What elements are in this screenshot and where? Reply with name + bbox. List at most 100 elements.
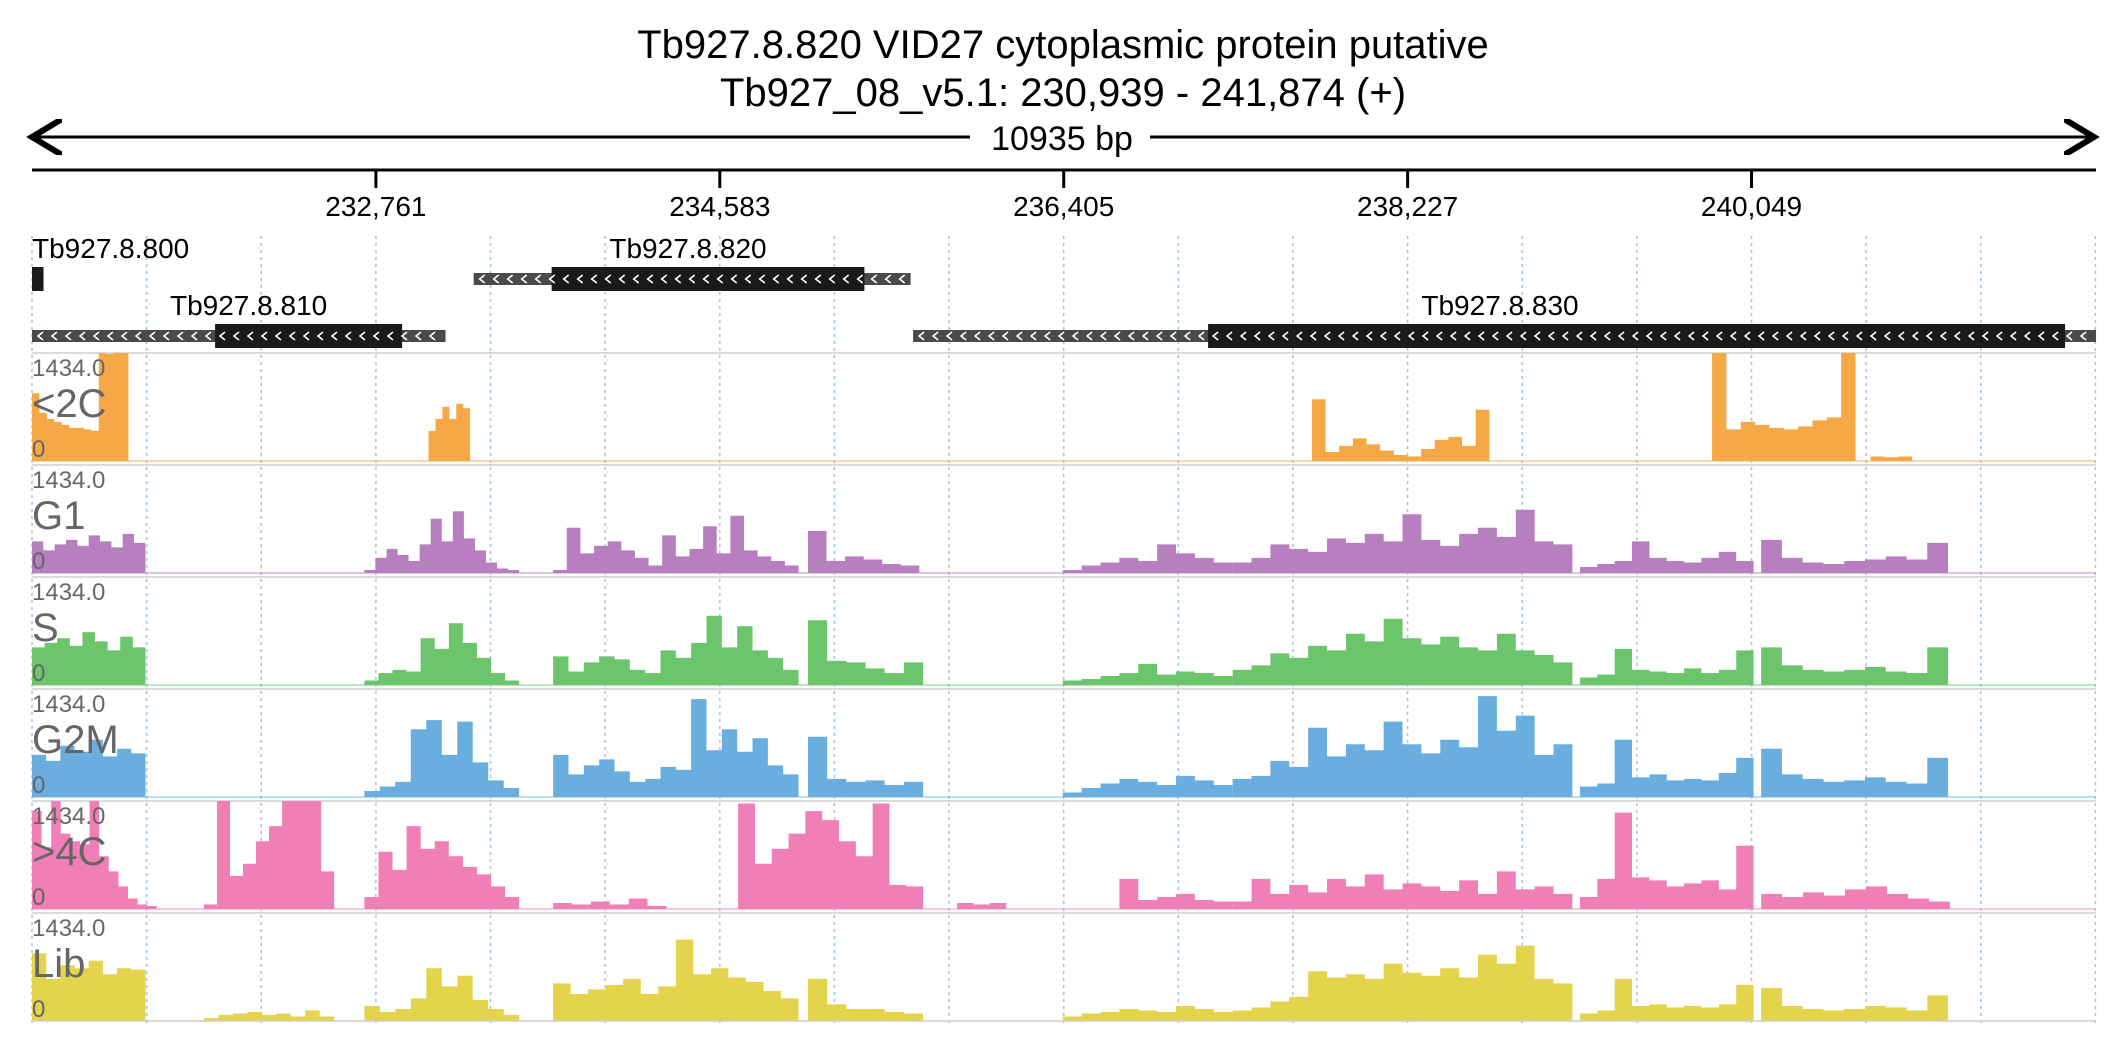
strand-chevron [204, 331, 212, 341]
strand-chevron [856, 274, 864, 284]
strand-chevron [2079, 331, 2087, 341]
strand-chevron [1687, 331, 1695, 341]
strand-chevron [1085, 331, 1093, 341]
strand-chevron [730, 274, 738, 284]
strand-chevron [2051, 331, 2059, 341]
axis-tick-label: 232,761 [325, 191, 426, 222]
strand-chevron [78, 331, 86, 341]
strand-chevron [1491, 331, 1499, 341]
strand-chevron [814, 274, 822, 284]
strand-chevron [1183, 331, 1191, 341]
strand-chevron [1771, 331, 1779, 341]
coverage-segment [1579, 541, 1754, 573]
coverage-segment [553, 898, 667, 909]
coverage-segment [32, 801, 157, 909]
strand-chevron [660, 274, 668, 284]
strand-chevron [1659, 331, 1667, 341]
strand-chevron [1841, 331, 1849, 341]
coverage-segment [1232, 509, 1573, 573]
strand-chevron [1827, 331, 1835, 341]
coverage-segment [364, 511, 520, 573]
strand-chevron [931, 331, 939, 341]
strand-chevron [632, 274, 640, 284]
strand-chevron [316, 331, 324, 341]
track-1: 1434.0 0 G1 [32, 464, 2096, 575]
strand-chevron [1267, 331, 1275, 341]
chart-subtitle: Tb927_08_v5.1: 230,939 - 241,874 (+) [720, 71, 1406, 115]
coverage-segment [32, 739, 146, 797]
strand-chevron [702, 274, 710, 284]
strand-chevron [1001, 331, 1009, 341]
strand-chevron [1603, 331, 1611, 341]
gene-Tb927-8-830: Tb927.8.830 [913, 290, 2096, 348]
strand-chevron [1813, 331, 1821, 341]
strand-chevron [1477, 331, 1485, 341]
strand-chevron [772, 274, 780, 284]
strand-chevron [548, 274, 556, 284]
strand-chevron [1925, 331, 1933, 341]
track-ymin-label: 0 [32, 548, 45, 575]
track-ymax-label: 1434.0 [32, 355, 105, 382]
strand-chevron [1967, 331, 1975, 341]
strand-chevron [1757, 331, 1765, 341]
axis-tick-label: 240,049 [1701, 191, 1802, 222]
strand-chevron [1701, 331, 1709, 341]
strand-chevron [344, 331, 352, 341]
coverage-tracks: 1434.00<2C1434.00G11434.00S1434.00G2M143… [32, 352, 2096, 1023]
strand-chevron [1855, 331, 1863, 341]
strand-chevron [870, 274, 878, 284]
strand-chevron [674, 274, 682, 284]
coverage-segment [553, 615, 799, 685]
strand-chevron [1785, 331, 1793, 341]
strand-chevron [1435, 331, 1443, 341]
strand-chevron [1197, 331, 1205, 341]
strand-chevron [828, 274, 836, 284]
coverage-segment [807, 736, 924, 797]
strand-chevron [414, 331, 422, 341]
track-ymin-label: 0 [32, 436, 45, 463]
strand-chevron [2065, 331, 2073, 341]
gene-Tb927-8-810: Tb927.8.810 [32, 290, 446, 348]
coverage-segment [738, 803, 924, 909]
strand-chevron [1057, 331, 1065, 341]
strand-chevron [1155, 331, 1163, 341]
coverage-segment [1579, 739, 1754, 797]
strand-chevron [260, 331, 268, 341]
strand-chevron [1519, 331, 1527, 341]
coverage-segment [553, 939, 799, 1021]
strand-chevron [1589, 331, 1597, 341]
strand-chevron [1029, 331, 1037, 341]
strand-chevron [1547, 331, 1555, 341]
strand-chevron [190, 331, 198, 341]
strand-chevron [534, 274, 542, 284]
strand-chevron [218, 331, 226, 341]
strand-chevron [330, 331, 338, 341]
strand-chevron [1729, 331, 1737, 341]
strand-chevron [945, 331, 953, 341]
strand-chevron [1449, 331, 1457, 341]
strand-chevron [1673, 331, 1681, 341]
strand-chevron [520, 274, 528, 284]
gene-Tb927-8-820: Tb927.8.820 [473, 233, 911, 291]
strand-chevron [884, 274, 892, 284]
strand-chevron [1379, 331, 1387, 341]
strand-chevron [688, 274, 696, 284]
chart-title: Tb927.8.820 VID27 cytoplasmic protein pu… [637, 23, 1489, 67]
coverage-segment [364, 623, 520, 685]
strand-chevron [646, 274, 654, 284]
gene-label: Tb927.8.830 [1421, 290, 1578, 321]
coverage-segment [1232, 618, 1573, 685]
strand-chevron [1995, 331, 2003, 341]
strand-chevron [1239, 331, 1247, 341]
strand-chevron [1911, 331, 1919, 341]
track-name: Lib [32, 942, 85, 986]
coverage-segment [428, 403, 471, 461]
coverage-segment [203, 1010, 335, 1021]
coverage-segment [1062, 1005, 1233, 1021]
strand-chevron [246, 331, 254, 341]
strand-chevron [744, 274, 752, 284]
strand-chevron [120, 331, 128, 341]
gene-label: Tb927.8.820 [609, 233, 766, 264]
strand-chevron [302, 331, 310, 341]
strand-chevron [148, 331, 156, 341]
